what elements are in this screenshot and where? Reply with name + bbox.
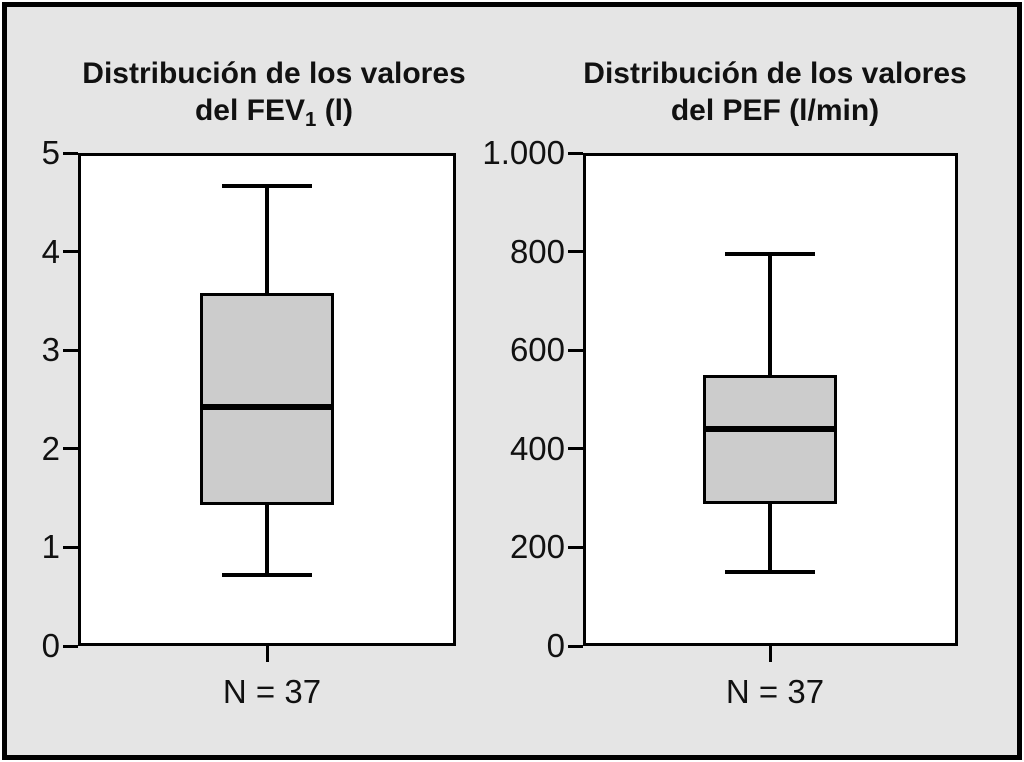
y-axis-tick-label-fev1: 1 <box>41 528 60 566</box>
median-line-fev1 <box>200 404 334 411</box>
y-axis-tick-fev1 <box>63 348 78 352</box>
y-axis-tick-label-pef: 200 <box>509 528 565 566</box>
lower-whisker-cap-fev1 <box>222 573 312 577</box>
median-line-pef <box>703 426 837 433</box>
chart-title-pef-line2: del PEF (l/min) <box>670 94 880 127</box>
lower-whisker-cap-pef <box>725 570 815 575</box>
chart-title-pef: Distribución de los valores del PEF (l/m… <box>560 55 990 133</box>
upper-whisker-cap-fev1 <box>222 183 312 188</box>
y-axis-tick-label-fev1: 2 <box>41 429 60 467</box>
y-axis-tick-label-pef: 600 <box>509 331 565 369</box>
x-axis-tick-pef <box>768 646 772 662</box>
y-axis-tick-pef <box>568 348 583 352</box>
upper-whisker-line-fev1 <box>265 185 269 293</box>
y-axis-tick-label-fev1: 3 <box>41 331 60 369</box>
chart-title-fev1-line1: Distribución de los valores <box>82 57 466 90</box>
y-axis-tick-label-pef: 800 <box>509 232 565 270</box>
chart-title-fev1-units: (l) <box>316 94 354 127</box>
lower-whisker-line-fev1 <box>265 505 269 575</box>
y-axis-tick-fev1 <box>63 151 78 155</box>
iqr-box-fev1 <box>200 293 334 505</box>
y-axis-tick-label-fev1: 5 <box>41 134 60 171</box>
chart-title-pef-line1: Distribución de los valores <box>583 57 967 90</box>
y-axis-tick-label-pef: 400 <box>509 429 565 467</box>
y-axis-tick-label-pef: 1.000 <box>482 134 565 171</box>
chart-title-fev1-subscript: 1 <box>305 108 317 131</box>
y-axis-tick-fev1 <box>63 447 78 451</box>
lower-whisker-line-pef <box>768 504 772 573</box>
y-axis-tick-label-fev1: 4 <box>41 232 60 270</box>
y-axis-tick-pef <box>568 447 583 451</box>
y-axis-tick-label-pef: 0 <box>546 627 565 664</box>
y-axis-tick-fev1 <box>63 250 78 254</box>
y-axis-tick-label-fev1: 0 <box>41 627 60 664</box>
upper-whisker-cap-pef <box>725 252 815 257</box>
iqr-box-pef <box>703 374 837 504</box>
chart-title-fev1-line2: del FEV <box>194 94 306 127</box>
y-axis-tick-pef <box>568 545 583 549</box>
n-count-label-pef: N = 37 <box>725 673 825 710</box>
upper-whisker-line-pef <box>768 254 772 375</box>
chart-title-fev1: Distribución de los valores del FEV1 (l) <box>59 55 489 133</box>
y-axis-tick-pef <box>568 644 583 648</box>
y-axis-tick-fev1 <box>63 644 78 648</box>
y-axis-tick-pef <box>568 250 583 254</box>
y-axis-tick-pef <box>568 151 583 155</box>
n-count-label-fev1: N = 37 <box>222 673 322 710</box>
x-axis-tick-fev1 <box>265 646 269 662</box>
y-axis-tick-fev1 <box>63 545 78 549</box>
